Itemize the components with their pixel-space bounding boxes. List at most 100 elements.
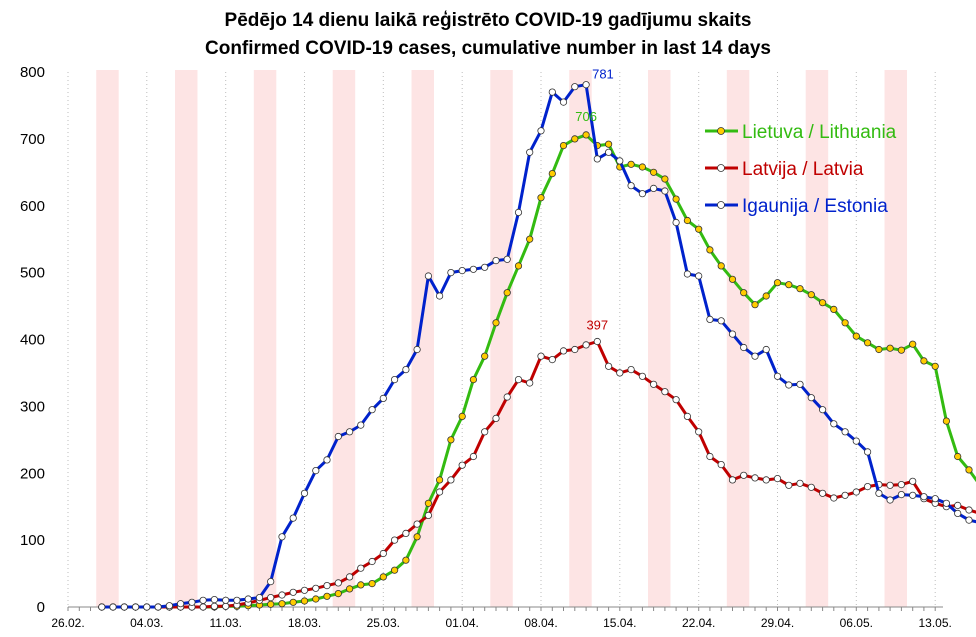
data-point — [447, 268, 455, 277]
data-point — [345, 428, 354, 436]
x-tick-label: 06.05. — [840, 616, 873, 630]
data-point — [548, 170, 556, 178]
data-point — [965, 516, 973, 524]
data-point — [830, 305, 838, 313]
data-point — [807, 483, 815, 491]
series-1 — [98, 337, 976, 611]
data-point — [548, 355, 556, 364]
series-lines — [98, 81, 976, 611]
data-point — [458, 412, 466, 420]
data-point — [773, 372, 782, 380]
data-point — [210, 602, 218, 610]
data-point — [334, 579, 342, 587]
data-point — [368, 557, 376, 566]
data-point — [109, 603, 117, 611]
legend-marker — [717, 201, 725, 209]
chart-title: Pēdējo 14 dienu laikā reģistrēto COVID-1… — [225, 10, 752, 31]
data-point — [773, 279, 782, 287]
x-tick-label: 13.05. — [919, 616, 952, 630]
data-point — [661, 187, 669, 195]
data-point — [863, 448, 872, 456]
data-point — [379, 573, 387, 581]
data-point — [909, 340, 917, 348]
data-point — [402, 556, 410, 564]
data-point — [255, 593, 264, 602]
data-point — [435, 292, 444, 300]
data-point — [706, 315, 714, 323]
data-point — [751, 301, 759, 309]
data-point — [526, 235, 534, 243]
data-point — [728, 330, 737, 338]
data-point — [334, 589, 342, 598]
data-point — [98, 603, 106, 611]
data-point — [785, 481, 793, 489]
data-point — [447, 436, 455, 444]
data-point — [402, 529, 410, 538]
y-tick-label: 100 — [20, 532, 45, 549]
data-point — [368, 579, 376, 588]
data-point — [222, 602, 230, 610]
data-point — [503, 393, 511, 401]
data-point — [481, 263, 489, 271]
series-2 — [98, 81, 976, 611]
data-point — [548, 88, 556, 96]
data-point — [390, 566, 399, 574]
data-point — [188, 598, 196, 606]
y-tick-label: 600 — [20, 198, 45, 215]
data-point — [435, 488, 444, 496]
data-point — [717, 460, 725, 469]
data-point — [424, 272, 432, 280]
legend-label: Latvija / Latvia — [742, 159, 864, 180]
weekend-band — [490, 70, 513, 607]
x-tick-label: 25.03. — [367, 616, 400, 630]
data-point — [469, 452, 477, 461]
data-point — [571, 345, 579, 354]
data-point — [627, 182, 635, 190]
data-point — [740, 343, 748, 352]
data-point — [323, 456, 331, 464]
data-point — [300, 597, 309, 605]
weekend-band — [648, 70, 671, 607]
data-point — [897, 480, 906, 489]
data-point — [390, 536, 399, 544]
legend: Lietuva / Lithuania Latvija / Latvia Igaun… — [705, 122, 897, 217]
data-point — [537, 352, 545, 360]
data-point — [627, 160, 635, 168]
data-point — [120, 603, 128, 611]
data-point — [616, 157, 624, 165]
data-point — [604, 362, 613, 370]
weekend-band — [411, 70, 434, 607]
data-point — [841, 428, 849, 436]
data-point — [796, 285, 804, 293]
data-point — [931, 495, 939, 503]
data-point — [267, 593, 275, 602]
legend-label: Igaunija / Estonia — [742, 196, 888, 217]
data-point — [312, 466, 320, 475]
data-point — [300, 489, 309, 497]
peak-label: 397 — [586, 318, 608, 333]
weekend-band — [175, 70, 198, 607]
data-point — [222, 596, 230, 604]
data-point — [942, 417, 951, 425]
data-point — [604, 140, 613, 148]
data-point — [897, 346, 906, 354]
data-point — [717, 317, 725, 325]
data-point — [638, 372, 647, 380]
data-point — [649, 184, 658, 192]
data-point — [672, 396, 680, 404]
data-labels: 70613039710278185 — [575, 67, 614, 333]
data-point — [458, 461, 466, 469]
data-point — [312, 584, 320, 592]
data-point — [807, 291, 815, 299]
data-point — [931, 362, 939, 370]
y-tick-label: 300 — [20, 398, 45, 415]
weekend-band — [253, 70, 277, 607]
data-point — [706, 452, 714, 461]
data-point — [357, 581, 365, 589]
data-point — [886, 496, 894, 504]
data-point — [593, 337, 601, 346]
data-point — [841, 491, 849, 499]
data-point — [751, 352, 759, 360]
data-point — [233, 596, 241, 604]
data-point — [954, 452, 962, 461]
